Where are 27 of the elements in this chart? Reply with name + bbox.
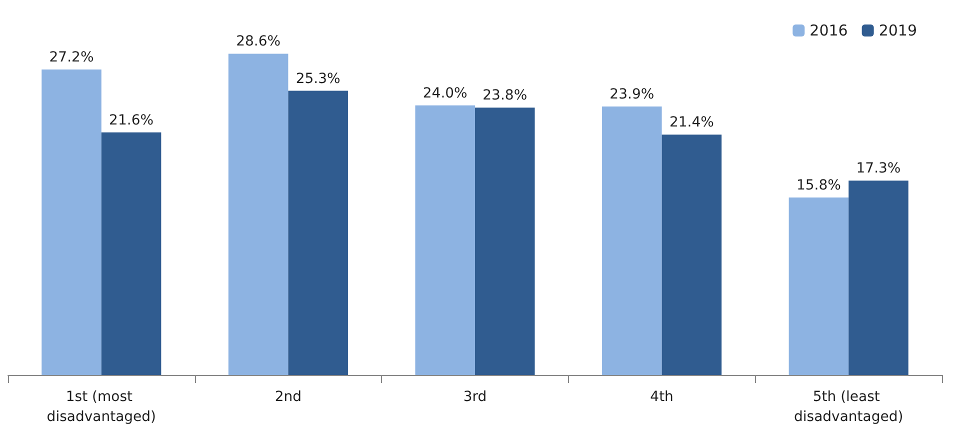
data-label: 21.4% xyxy=(669,114,714,131)
bar xyxy=(415,105,475,375)
data-label: 21.6% xyxy=(109,112,154,128)
data-label: 28.6% xyxy=(236,34,281,50)
bar xyxy=(848,180,908,375)
x-tick-label: 2nd xyxy=(274,389,302,405)
data-label: 23.8% xyxy=(482,88,528,104)
bar xyxy=(42,69,102,375)
x-tick-label: 1st (most disadvantaged) xyxy=(46,389,156,425)
data-label: 17.3% xyxy=(856,160,901,177)
bar xyxy=(788,198,849,375)
bar xyxy=(602,106,662,375)
bar xyxy=(662,134,722,375)
bar xyxy=(228,54,288,375)
data-label: 23.9% xyxy=(610,86,654,103)
bar xyxy=(288,90,348,375)
legend-label: 2016 xyxy=(810,22,848,40)
data-label: 15.8% xyxy=(796,178,841,194)
bar xyxy=(101,132,162,375)
data-label: 27.2% xyxy=(49,49,94,66)
x-tick-label: 5th (least disadvantaged) xyxy=(794,389,904,425)
bar xyxy=(475,108,535,375)
data-label: 24.0% xyxy=(422,85,468,102)
x-tick-label: 4th xyxy=(650,389,674,405)
data-label: 25.3% xyxy=(296,70,340,87)
x-tick-label: 3rd xyxy=(463,389,487,405)
legend-label: 2019 xyxy=(878,22,918,40)
